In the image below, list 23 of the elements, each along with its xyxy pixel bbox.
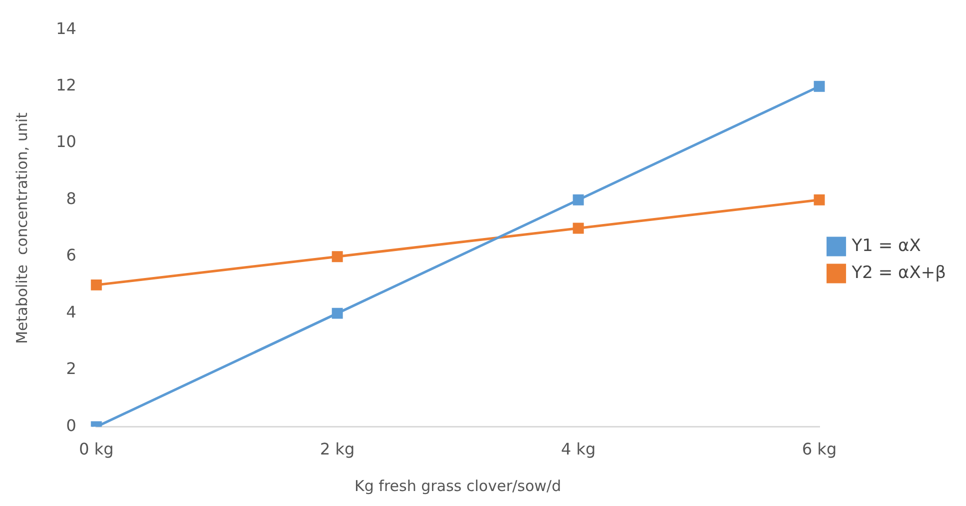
y-axis-title: Metabolite concentration, unit [12, 112, 31, 344]
x-tick-label: 4 kg [560, 440, 596, 459]
legend-label: Y2 = αX+β [850, 262, 946, 283]
point [90, 279, 102, 290]
x-tick-label: 0 kg [79, 440, 114, 459]
y-tick-label: 12 [56, 76, 76, 94]
point [814, 194, 825, 206]
y-tick-label: 2 [66, 359, 76, 378]
point [814, 80, 825, 92]
point [332, 251, 343, 262]
y-tick-label: 10 [56, 132, 76, 152]
y-tick-label: 6 [66, 246, 76, 265]
y-tick-label: 14 [56, 18, 76, 38]
x-axis-title: Kg fresh grass clover/sow/d [354, 476, 562, 495]
x-tick-label: 2 kg [320, 440, 355, 459]
legend-label: Y1 = αX [850, 236, 922, 256]
y-tick-label: 8 [66, 188, 76, 208]
point [332, 308, 343, 319]
y-tick-label: 0 [66, 416, 76, 435]
point [572, 222, 584, 234]
x-tick-label: 6 kg [802, 440, 837, 459]
y-tick-label: 4 [66, 302, 76, 322]
point [572, 194, 584, 206]
